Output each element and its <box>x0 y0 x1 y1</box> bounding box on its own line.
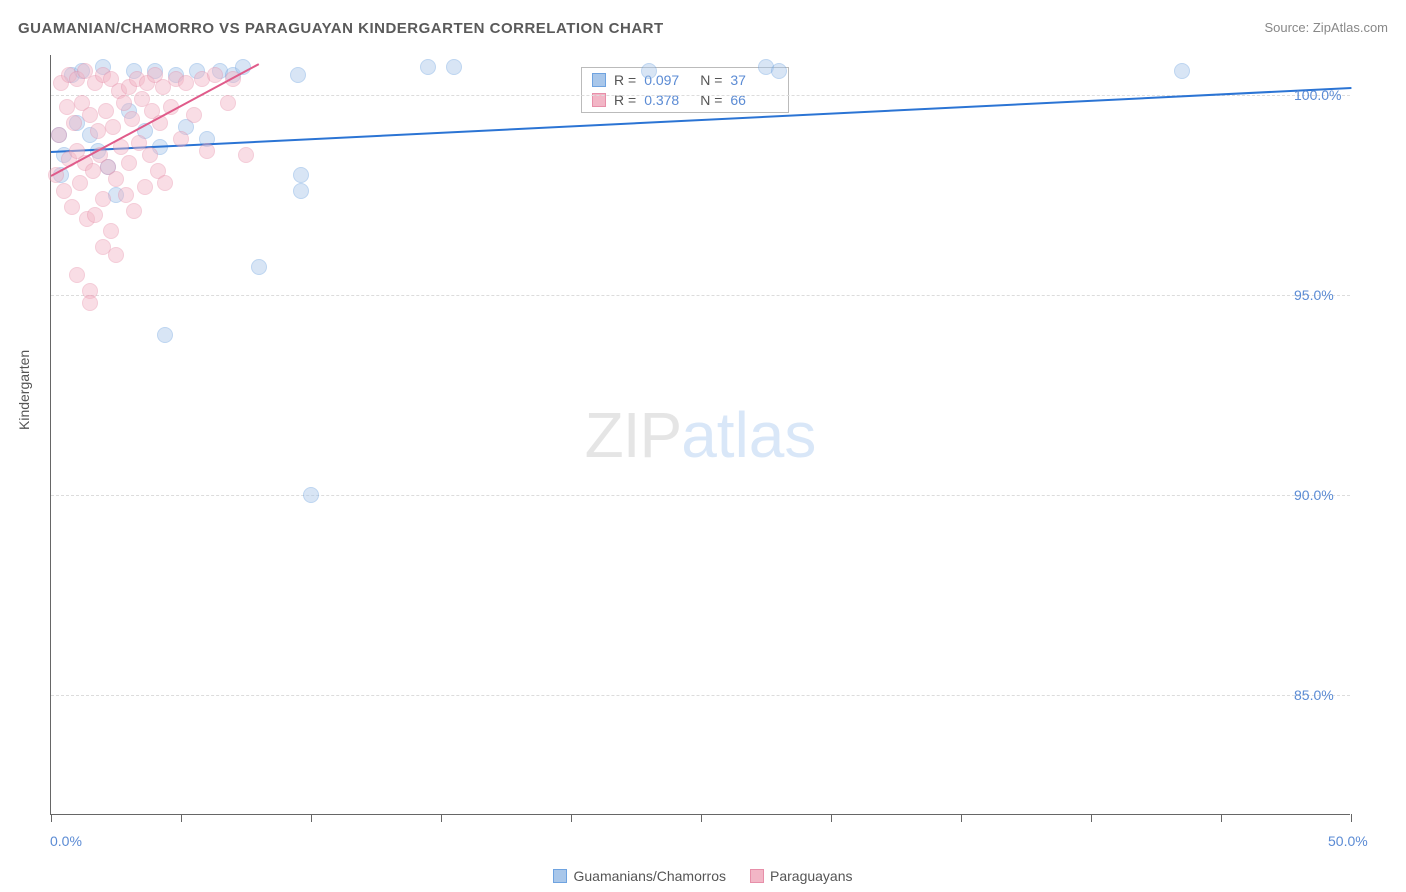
scatter-point <box>207 67 223 83</box>
scatter-point <box>105 119 121 135</box>
xtick <box>1221 814 1222 822</box>
source-attribution: Source: ZipAtlas.com <box>1264 20 1388 35</box>
xtick <box>51 814 52 822</box>
scatter-point <box>238 147 254 163</box>
scatter-point <box>95 239 111 255</box>
y-axis-label: Kindergarten <box>16 350 32 430</box>
xtick-label: 50.0% <box>1328 833 1368 849</box>
chart-title: GUAMANIAN/CHAMORRO VS PARAGUAYAN KINDERG… <box>18 20 664 37</box>
scatter-point <box>118 187 134 203</box>
legend: Guamanians/Chamorros Paraguayans <box>0 868 1406 884</box>
scatter-point <box>98 103 114 119</box>
xtick-label: 0.0% <box>50 833 82 849</box>
scatter-point <box>220 95 236 111</box>
watermark-part2: atlas <box>681 399 816 471</box>
scatter-point <box>1174 63 1190 79</box>
xtick <box>1351 814 1352 822</box>
scatter-point <box>108 171 124 187</box>
stat-row-series0: R = 0.097 N = 37 <box>582 70 788 90</box>
stat-box: R = 0.097 N = 37 R = 0.378 N = 66 <box>581 67 789 113</box>
scatter-point <box>157 175 173 191</box>
stat-swatch-0 <box>592 73 606 87</box>
legend-item-1: Paraguayans <box>750 868 853 884</box>
stat-n-label: N = <box>700 72 722 88</box>
scatter-point <box>66 115 82 131</box>
scatter-point <box>90 123 106 139</box>
scatter-point <box>142 147 158 163</box>
scatter-point <box>69 267 85 283</box>
scatter-point <box>293 167 309 183</box>
watermark: ZIPatlas <box>585 398 817 472</box>
legend-label-1: Paraguayans <box>770 868 853 884</box>
scatter-point <box>121 155 137 171</box>
gridline <box>51 495 1350 496</box>
scatter-point <box>95 191 111 207</box>
scatter-point <box>420 59 436 75</box>
ytick-label: 90.0% <box>1294 487 1334 503</box>
scatter-point <box>51 127 67 143</box>
gridline <box>51 295 1350 296</box>
scatter-point <box>103 223 119 239</box>
legend-item-0: Guamanians/Chamorros <box>553 868 726 884</box>
scatter-point <box>173 131 189 147</box>
xtick <box>311 814 312 822</box>
scatter-point <box>85 163 101 179</box>
scatter-point <box>137 179 153 195</box>
scatter-point <box>87 207 103 223</box>
scatter-point <box>290 67 306 83</box>
scatter-point <box>157 327 173 343</box>
xtick <box>441 814 442 822</box>
plot-area: ZIPatlas R = 0.097 N = 37 R = 0.378 N = … <box>50 55 1350 815</box>
legend-label-0: Guamanians/Chamorros <box>573 868 726 884</box>
ytick-label: 100.0% <box>1294 87 1341 103</box>
xtick <box>181 814 182 822</box>
scatter-point <box>251 259 267 275</box>
stat-row-series1: R = 0.378 N = 66 <box>582 90 788 110</box>
xtick <box>1091 814 1092 822</box>
scatter-point <box>126 203 142 219</box>
xtick <box>701 814 702 822</box>
xtick <box>961 814 962 822</box>
scatter-point <box>64 199 80 215</box>
scatter-point <box>178 75 194 91</box>
xtick <box>831 814 832 822</box>
scatter-point <box>82 107 98 123</box>
scatter-point <box>293 183 309 199</box>
scatter-point <box>446 59 462 75</box>
gridline <box>51 695 1350 696</box>
legend-swatch-0 <box>553 869 567 883</box>
scatter-point <box>72 175 88 191</box>
scatter-point <box>303 487 319 503</box>
scatter-point <box>186 107 202 123</box>
watermark-part1: ZIP <box>585 399 682 471</box>
scatter-point <box>641 63 657 79</box>
ytick-label: 85.0% <box>1294 687 1334 703</box>
scatter-point <box>771 63 787 79</box>
legend-swatch-1 <box>750 869 764 883</box>
ytick-label: 95.0% <box>1294 287 1334 303</box>
scatter-point <box>59 99 75 115</box>
xtick <box>571 814 572 822</box>
scatter-point <box>124 111 140 127</box>
scatter-point <box>82 295 98 311</box>
stat-r-label: R = <box>614 72 636 88</box>
scatter-point <box>199 143 215 159</box>
scatter-point <box>116 95 132 111</box>
scatter-point <box>56 183 72 199</box>
